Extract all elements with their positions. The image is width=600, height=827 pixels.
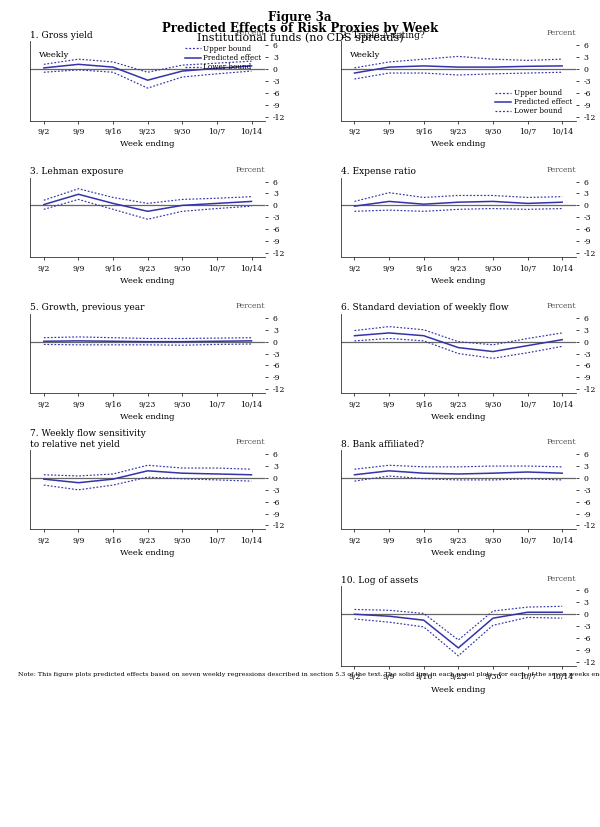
X-axis label: Week ending: Week ending	[431, 549, 485, 557]
Legend: Upper bound, Predicted effect, Lower bound: Upper bound, Predicted effect, Lower bou…	[496, 89, 572, 116]
Text: Predicted Effects of Risk Proxies by Week: Predicted Effects of Risk Proxies by Wee…	[162, 22, 438, 35]
Text: 3. Lehman exposure: 3. Lehman exposure	[30, 167, 124, 176]
Text: Percent: Percent	[236, 30, 265, 37]
Text: Weekly: Weekly	[40, 51, 70, 60]
X-axis label: Week ending: Week ending	[121, 277, 175, 284]
Text: Note: This figure plots predicted effects based on seven weekly regressions desc: Note: This figure plots predicted effect…	[18, 672, 600, 676]
Text: Percent: Percent	[547, 575, 576, 582]
X-axis label: Week ending: Week ending	[431, 277, 485, 284]
Text: 8. Bank affiliated?: 8. Bank affiliated?	[341, 440, 424, 449]
Text: 5. Growth, previous year: 5. Growth, previous year	[30, 304, 145, 313]
X-axis label: Week ending: Week ending	[431, 686, 485, 694]
Text: Percent: Percent	[547, 438, 576, 447]
Text: 6. Standard deviation of weekly flow: 6. Standard deviation of weekly flow	[341, 304, 508, 313]
X-axis label: Week ending: Week ending	[121, 549, 175, 557]
Text: Percent: Percent	[547, 30, 576, 37]
Text: Percent: Percent	[547, 165, 576, 174]
Text: Figure 3a: Figure 3a	[268, 11, 332, 24]
Text: 1. Gross yield: 1. Gross yield	[30, 31, 92, 40]
Text: Percent: Percent	[236, 302, 265, 310]
X-axis label: Week ending: Week ending	[431, 141, 485, 148]
Text: Percent: Percent	[236, 438, 265, 447]
Legend: Upper bound, Predicted effect, Lower bound: Upper bound, Predicted effect, Lower bou…	[185, 45, 262, 71]
Text: 2. Triple-A rating?: 2. Triple-A rating?	[341, 31, 424, 40]
Text: Percent: Percent	[236, 165, 265, 174]
Text: 4. Expense ratio: 4. Expense ratio	[341, 167, 416, 176]
X-axis label: Week ending: Week ending	[121, 413, 175, 421]
Text: Institutional funds (no CDS spreads): Institutional funds (no CDS spreads)	[197, 32, 403, 43]
Text: 7. Weekly flow sensitivity
to relative net yield: 7. Weekly flow sensitivity to relative n…	[30, 428, 146, 449]
X-axis label: Week ending: Week ending	[121, 141, 175, 148]
Text: 10. Log of assets: 10. Log of assets	[341, 576, 418, 585]
X-axis label: Week ending: Week ending	[431, 413, 485, 421]
Text: Percent: Percent	[547, 302, 576, 310]
Text: Weekly: Weekly	[350, 51, 380, 60]
